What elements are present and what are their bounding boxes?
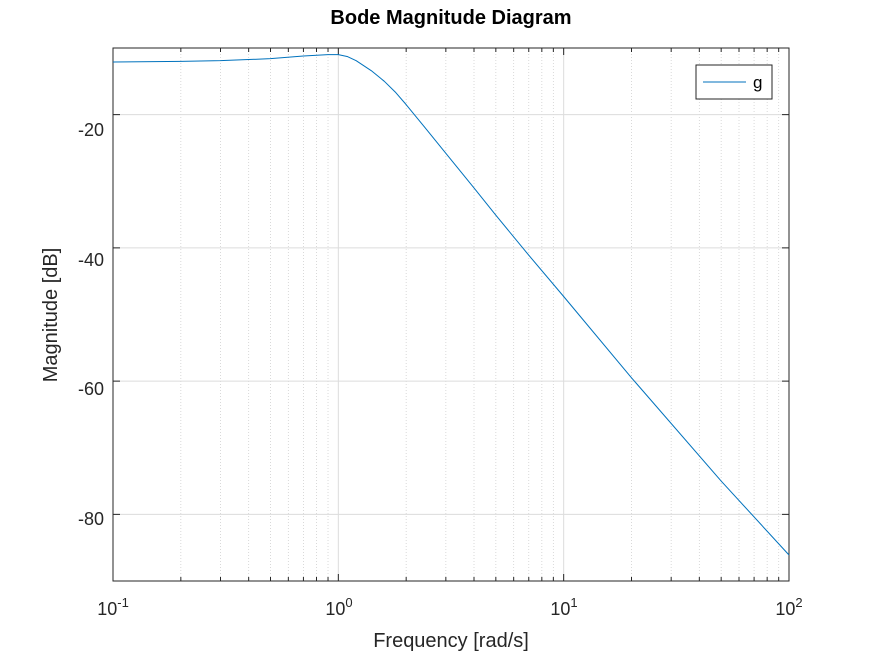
y-tick-label: -80 — [78, 509, 104, 529]
x-tick-labels: 10-1 100 101 102 — [97, 595, 802, 619]
y-tick-label: -60 — [78, 379, 104, 399]
legend: g — [695, 64, 773, 100]
y-tick-label: -20 — [78, 120, 104, 140]
minor-grid — [180, 48, 780, 581]
y-tick-labels: -20 -40 -60 -80 — [78, 120, 104, 529]
x-tick-label: 100 — [325, 595, 352, 619]
legend-entry-g: g — [753, 73, 762, 92]
axis-ticks — [112, 48, 790, 581]
x-tick-label: 102 — [775, 595, 802, 619]
chart-title: Bode Magnitude Diagram — [330, 7, 571, 29]
x-tick-label: 10-1 — [97, 595, 129, 619]
y-axis-label: Magnitude [dB] — [40, 248, 62, 383]
major-grid — [112, 48, 790, 581]
x-tick-label: 101 — [550, 595, 577, 619]
x-axis-label: Frequency [rad/s] — [373, 630, 529, 652]
plot-frame — [112, 47, 790, 582]
series-layer — [112, 54, 790, 556]
y-tick-label: -40 — [78, 250, 104, 270]
series-line-g — [112, 54, 790, 556]
